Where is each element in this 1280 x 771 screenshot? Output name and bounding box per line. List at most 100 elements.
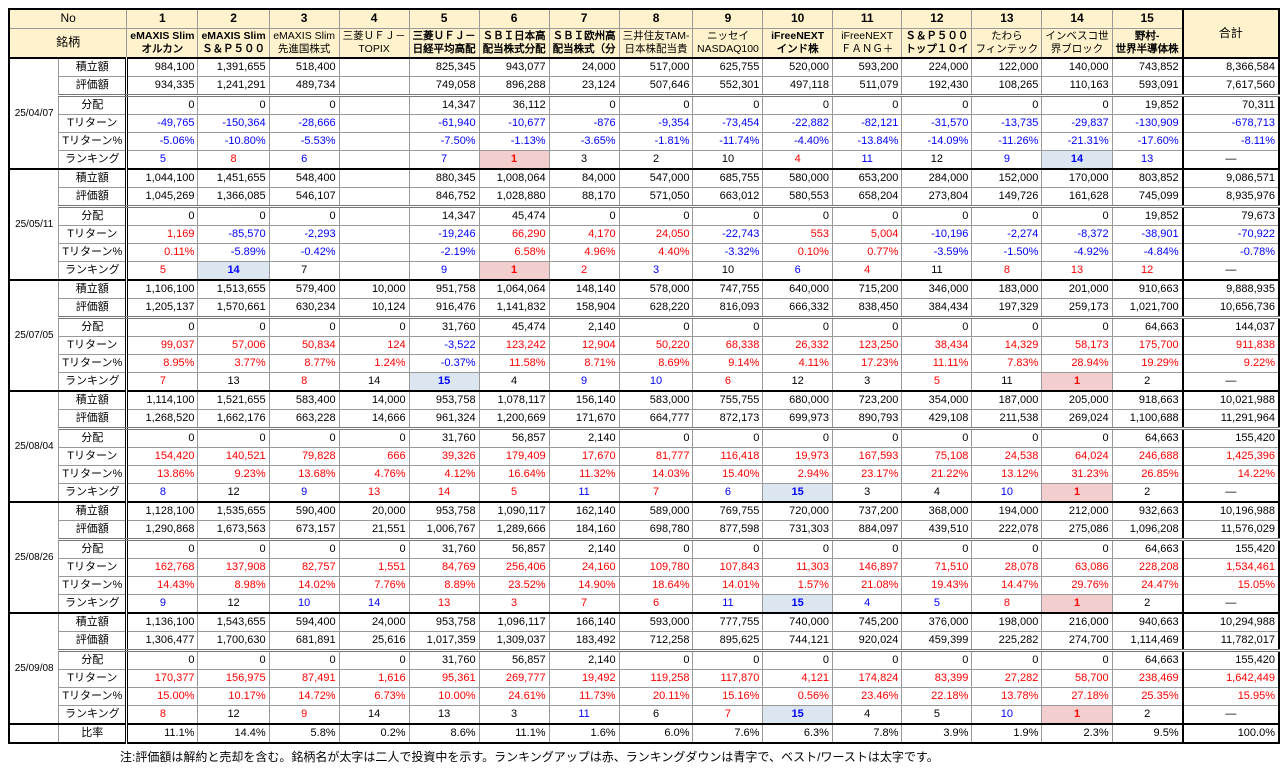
value-cell: -2.19% bbox=[408, 243, 480, 262]
value-cell: -82,121 bbox=[831, 114, 903, 133]
meigara-header: 銘柄 bbox=[8, 28, 128, 59]
fund-no: 2 bbox=[197, 8, 270, 29]
header-row-no: No 1 2 3 4 5 6 7 8 9 10 11 12 13 14 15 合計 bbox=[8, 8, 1280, 59]
ranking-cell: 12 bbox=[197, 594, 270, 614]
row-label: ランキング bbox=[58, 483, 129, 503]
value-cell: 0 bbox=[126, 539, 199, 559]
fund-name-line1: eMAXIS Slim bbox=[201, 30, 266, 43]
value-cell: 497,118 bbox=[762, 76, 833, 97]
ranking-cell: — bbox=[1181, 594, 1280, 614]
value-cell: 744,121 bbox=[762, 631, 833, 652]
ranking-cell bbox=[338, 261, 410, 281]
value-cell: 50,834 bbox=[268, 336, 340, 355]
ranking-cell: 7 bbox=[126, 372, 199, 392]
fund-name-line2: トップ１０イ bbox=[905, 43, 969, 55]
ranking-cell: 1 bbox=[1041, 483, 1113, 503]
value-cell: 122,000 bbox=[971, 57, 1043, 77]
value-cell: 1.24% bbox=[338, 354, 410, 373]
value-cell: 198,000 bbox=[971, 612, 1043, 632]
value-cell: 0 bbox=[831, 206, 903, 226]
value-cell: 110,163 bbox=[1041, 76, 1113, 97]
value-cell: 578,000 bbox=[618, 279, 694, 299]
data-row: Tリターン% 13.86% 9.23% 13.68% 4.76% 4.12% 16.64% 1… bbox=[9, 465, 1280, 484]
value-cell: 3.77% bbox=[197, 354, 270, 373]
ranking-cell: 8 bbox=[971, 594, 1043, 614]
ranking-cell: 9 bbox=[126, 594, 199, 614]
fund-no: 10 bbox=[762, 8, 833, 29]
ranking-cell: 2 bbox=[1111, 372, 1184, 392]
value-cell: 11.73% bbox=[548, 687, 620, 706]
ranking-cell: 6 bbox=[618, 594, 694, 614]
value-cell: 25,616 bbox=[338, 631, 410, 652]
ranking-cell: 3 bbox=[831, 372, 903, 392]
value-cell: 0 bbox=[762, 206, 833, 226]
value-cell: 108,265 bbox=[971, 76, 1043, 97]
value-cell: 816,093 bbox=[692, 298, 764, 319]
value-cell: -70,922 bbox=[1181, 225, 1280, 244]
value-cell: 21.08% bbox=[831, 576, 903, 595]
value-cell: 590,400 bbox=[268, 501, 340, 521]
value-cell: 0 bbox=[762, 95, 833, 115]
fund-name-line2: 日経平均高配 bbox=[412, 43, 476, 55]
value-cell bbox=[338, 225, 410, 244]
value-cell: 0 bbox=[762, 650, 833, 670]
fund-name-header: eMAXIS Slim 先進国株式 bbox=[268, 28, 340, 59]
value-cell: 14.03% bbox=[618, 465, 694, 484]
value-cell: -14.09% bbox=[901, 132, 973, 151]
value-cell bbox=[338, 76, 410, 97]
value-cell: 7.76% bbox=[338, 576, 410, 595]
value-cell: 2.94% bbox=[762, 465, 833, 484]
value-cell: 175,700 bbox=[1111, 336, 1184, 355]
value-cell: 628,220 bbox=[618, 298, 694, 319]
ranking-cell: 10 bbox=[971, 483, 1043, 503]
ranking-cell: 9 bbox=[268, 705, 340, 725]
value-cell: 0 bbox=[971, 428, 1043, 448]
ratio-cell: 100.0% bbox=[1181, 723, 1280, 744]
value-cell: 56,857 bbox=[478, 539, 550, 559]
value-cell: 158,904 bbox=[548, 298, 620, 319]
fund-name-header: 三井住友TAM- 日本株配当貴 bbox=[618, 28, 694, 59]
value-cell: 11,576,029 bbox=[1181, 520, 1280, 541]
ranking-cell: 4 bbox=[478, 372, 550, 392]
value-cell: 64,663 bbox=[1111, 317, 1184, 337]
value-cell: 15.05% bbox=[1181, 576, 1280, 595]
ranking-cell: 9 bbox=[548, 372, 620, 392]
value-cell: 4.40% bbox=[618, 243, 694, 262]
value-cell: 1,114,469 bbox=[1111, 631, 1184, 652]
value-cell: 194,000 bbox=[971, 501, 1043, 521]
data-row: ランキング 5 8 6 7 1 3 2 10 4 11 12 9 14 13— bbox=[9, 150, 1280, 170]
value-cell: 0 bbox=[548, 95, 620, 115]
ranking-cell: 1 bbox=[1041, 594, 1113, 614]
ratio-cell: 7.6% bbox=[692, 723, 764, 744]
value-cell: 45,474 bbox=[478, 317, 550, 337]
value-cell: 4,121 bbox=[762, 669, 833, 688]
value-cell: 95,361 bbox=[408, 669, 480, 688]
value-cell: 953,758 bbox=[408, 501, 480, 521]
value-cell: 429,108 bbox=[901, 409, 973, 430]
value-cell: 846,752 bbox=[408, 187, 480, 208]
value-cell: 583,400 bbox=[268, 390, 340, 410]
value-cell: 1.57% bbox=[762, 576, 833, 595]
value-cell: 0 bbox=[338, 428, 410, 448]
value-cell: 2,140 bbox=[548, 650, 620, 670]
data-row: Tリターン% 15.00% 10.17% 14.72% 6.73% 10.00% 24.61… bbox=[9, 687, 1280, 706]
value-cell: 222,078 bbox=[971, 520, 1043, 541]
value-cell: 1,114,100 bbox=[126, 390, 199, 410]
ranking-cell: 14 bbox=[338, 372, 410, 392]
value-cell: 14.02% bbox=[268, 576, 340, 595]
value-cell: 1,268,520 bbox=[126, 409, 199, 430]
ranking-cell: — bbox=[1181, 372, 1280, 392]
value-cell: 18.64% bbox=[618, 576, 694, 595]
value-cell: 123,242 bbox=[478, 336, 550, 355]
value-cell: 777,755 bbox=[692, 612, 764, 632]
row-label: ランキング bbox=[58, 372, 129, 392]
ranking-cell: 4 bbox=[901, 483, 973, 503]
data-row: ランキング 8 12 9 14 13 3 11 6 7 15 4 5 10 1 2— bbox=[9, 705, 1280, 725]
ratio-cell: 0.2% bbox=[338, 723, 410, 744]
fund-no: 13 bbox=[971, 8, 1043, 29]
fund-name-line1: eMAXIS Slim bbox=[130, 30, 195, 43]
value-cell: 681,891 bbox=[268, 631, 340, 652]
value-cell: -61,940 bbox=[408, 114, 480, 133]
header-row-name: 銘柄 eMAXIS Slim オルカン eMAXIS Slim Ｓ＆Ｐ５００ eMAXIS… bbox=[8, 28, 1279, 59]
ratio-cell: 11.1% bbox=[126, 723, 199, 744]
